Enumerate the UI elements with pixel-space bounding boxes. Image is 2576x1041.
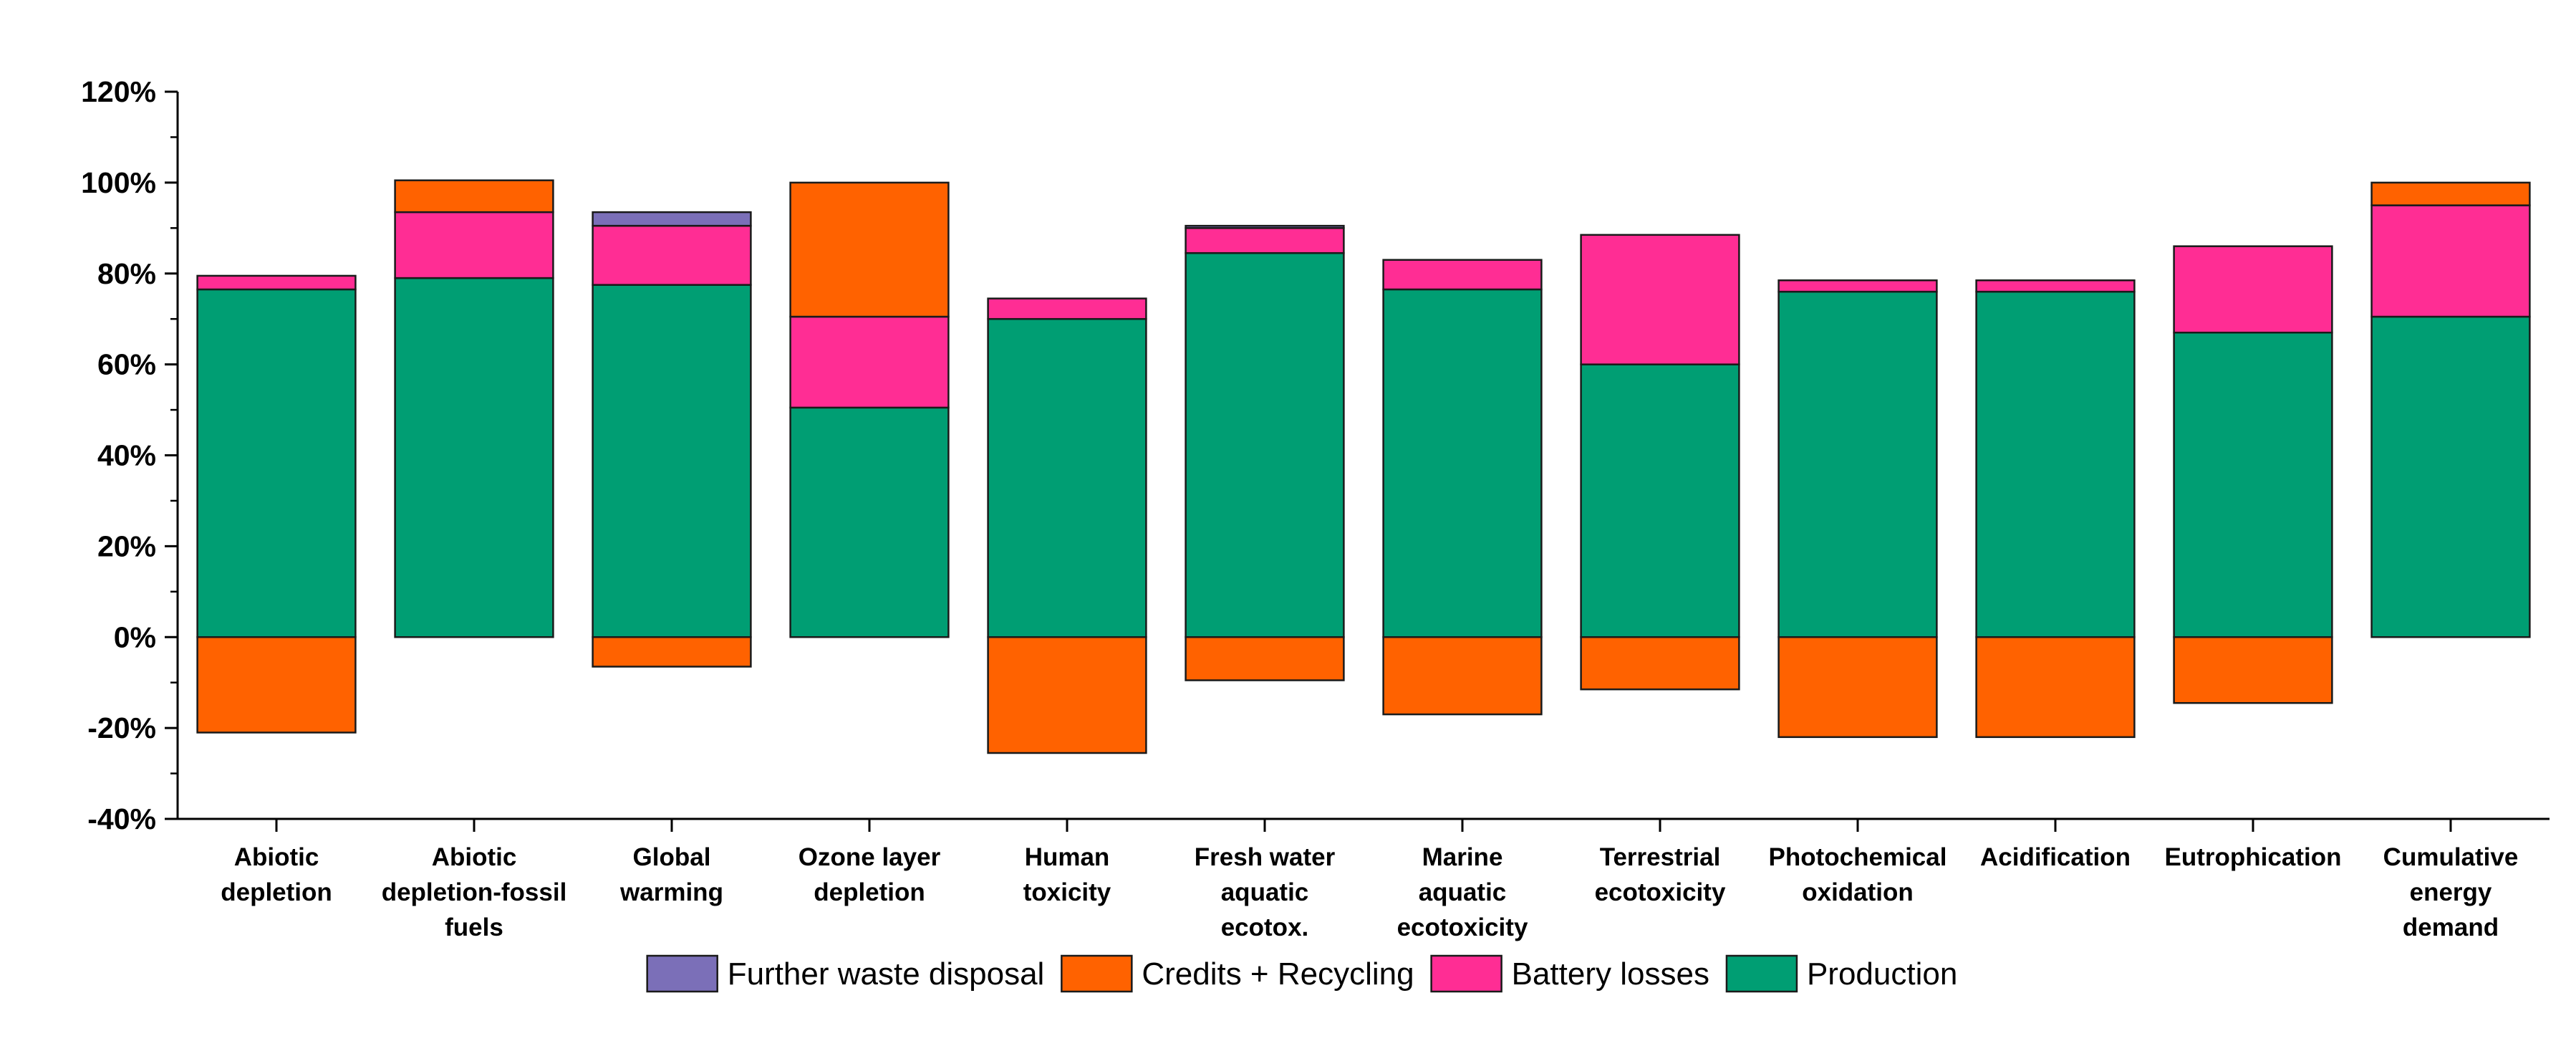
- legend-label-battery-losses: Battery losses: [1512, 956, 1709, 992]
- x-tick-label-11-1: energy: [2410, 878, 2492, 906]
- bar-production-6: [1382, 288, 1543, 638]
- bar-credits-recycling-2: [592, 636, 752, 668]
- x-tick-label-2-0: Global: [633, 843, 711, 871]
- bar-battery-losses-8: [1777, 279, 1938, 293]
- bar-battery-losses-11: [2370, 204, 2531, 318]
- legend-swatch-further-waste-disposal: [646, 954, 718, 993]
- bar-battery-losses-1: [394, 211, 554, 279]
- bar-production-9: [1975, 290, 2136, 638]
- bar-production-5: [1185, 251, 1345, 638]
- x-tick-label-0-0: Abiotic: [234, 843, 319, 871]
- bar-production-4: [987, 317, 1147, 638]
- x-tick-label-11-2: demand: [2403, 913, 2499, 941]
- x-tick-label-1-0: Abiotic: [432, 843, 517, 871]
- y-tick-label-7: 100%: [81, 166, 156, 199]
- x-tick-label-6-2: ecotoxicity: [1397, 913, 1528, 941]
- bars-layer: [196, 179, 2531, 754]
- bar-credits-recycling-0: [196, 636, 357, 734]
- y-tick-label-1: -20%: [87, 711, 156, 744]
- bar-production-2: [592, 284, 752, 638]
- bar-battery-losses-9: [1975, 279, 2136, 293]
- x-tick-label-3-0: Ozone layer: [799, 843, 941, 871]
- legend-label-further-waste-disposal: Further waste disposal: [728, 956, 1045, 992]
- legend: Further waste disposal Credits + Recyclin…: [646, 954, 1957, 993]
- legend-label-credits-recycling: Credits + Recycling: [1142, 956, 1414, 992]
- x-tick-label-9-0: Acidification: [1980, 843, 2131, 871]
- legend-swatch-battery-losses: [1430, 954, 1502, 993]
- bar-production-8: [1777, 290, 1938, 638]
- x-tick-label-1-1: depletion-fossil: [382, 878, 567, 906]
- bar-credits-recycling-6: [1382, 636, 1543, 716]
- x-tick-label-7-1: ecotoxicity: [1595, 878, 1726, 906]
- x-tick-label-11-0: Cumulative: [2383, 843, 2519, 871]
- bar-battery-losses-4: [987, 297, 1147, 320]
- bar-battery-losses-6: [1382, 259, 1543, 291]
- bar-credits-recycling-8: [1777, 636, 1938, 739]
- bar-credits-recycling-1: [394, 179, 554, 214]
- x-tick-label-6-1: aquatic: [1419, 878, 1507, 906]
- legend-label-production: Production: [1807, 956, 1957, 992]
- bar-credits-recycling-9: [1975, 636, 2136, 739]
- bar-credits-recycling-7: [1580, 636, 1740, 691]
- x-tick-label-6-0: Marine: [1422, 843, 1503, 871]
- bar-battery-losses-10: [2173, 245, 2333, 334]
- bar-battery-losses-7: [1580, 234, 1740, 365]
- bar-production-0: [196, 288, 357, 638]
- bar-battery-losses-0: [196, 274, 357, 291]
- x-tick-label-10-0: Eutrophication: [2165, 843, 2342, 871]
- x-tick-label-5-1: aquatic: [1221, 878, 1309, 906]
- bar-credits-recycling-3: [789, 181, 950, 318]
- x-tick-label-8-0: Photochemical: [1769, 843, 1947, 871]
- y-tick-label-8: 120%: [81, 75, 156, 108]
- x-tick-label-2-1: warming: [619, 878, 723, 906]
- bar-further-waste-disposal-2: [592, 211, 752, 227]
- x-tick-label-7-0: Terrestrial: [1600, 843, 1721, 871]
- legend-swatch-production: [1725, 954, 1798, 993]
- x-tick-label-8-1: oxidation: [1802, 878, 1914, 906]
- x-tick-label-5-2: ecotox.: [1221, 913, 1309, 941]
- bar-credits-recycling-4: [987, 636, 1147, 754]
- bar-production-1: [394, 277, 554, 638]
- bar-battery-losses-3: [789, 315, 950, 409]
- bar-credits-recycling-5: [1185, 636, 1345, 681]
- y-tick-label-2: 0%: [114, 620, 156, 653]
- x-tick-label-4-1: toxicity: [1023, 878, 1111, 906]
- y-tick-label-3: 20%: [97, 529, 156, 562]
- bar-credits-recycling-11: [2370, 181, 2531, 206]
- x-tick-label-0-1: depletion: [221, 878, 332, 906]
- x-tick-label-5-0: Fresh water: [1195, 843, 1336, 871]
- y-tick-label-6: 80%: [97, 257, 156, 290]
- bar-production-10: [2173, 331, 2333, 638]
- bar-further-waste-disposal-5: [1185, 224, 1345, 229]
- bar-battery-losses-5: [1185, 227, 1345, 254]
- y-tick-label-0: -40%: [87, 802, 156, 835]
- labels-layer: -40% -20% 0% 20% 40% 60% 80% 100% 120% Abiotic dep…: [81, 75, 2518, 941]
- x-tick-label-3-1: depletion: [814, 878, 925, 906]
- x-tick-label-4-0: Human: [1025, 843, 1110, 871]
- bar-battery-losses-2: [592, 224, 752, 286]
- y-tick-label-5: 60%: [97, 348, 156, 381]
- y-tick-label-4: 40%: [97, 439, 156, 472]
- bar-production-7: [1580, 363, 1740, 638]
- legend-swatch-credits-recycling: [1061, 954, 1133, 993]
- x-tick-label-1-2: fuels: [445, 913, 503, 941]
- bar-credits-recycling-10: [2173, 636, 2333, 704]
- bar-production-11: [2370, 315, 2531, 638]
- axes-layer: [165, 90, 2550, 832]
- bar-production-3: [789, 406, 950, 638]
